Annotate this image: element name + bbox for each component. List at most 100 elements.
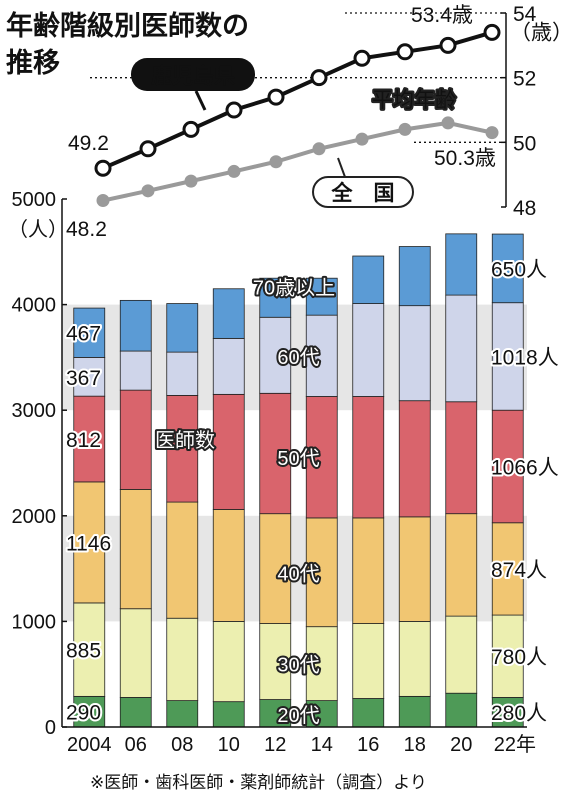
point-鹿児島県-08	[182, 120, 200, 138]
bar-40代-22年	[491, 522, 524, 616]
bar-70歳以上-14	[305, 277, 338, 316]
line-全 国	[102, 120, 493, 203]
point-鹿児島県-18	[396, 43, 414, 61]
right-tick-label-50: 50	[513, 132, 536, 155]
left-value-label-70歳以上: 467	[66, 323, 101, 346]
kagoshima-series-name: 鹿児島県	[151, 64, 235, 88]
bar-20代-10	[212, 701, 245, 728]
point-全 国-2004	[96, 194, 110, 208]
x-tick-label-2004: 2004	[67, 734, 112, 756]
kagoshima-start-label: 49.2	[68, 132, 109, 155]
x-tick-label-22年: 22年	[494, 733, 536, 756]
right-value-label-40代: 874人	[491, 559, 547, 582]
bar-20代-06	[119, 697, 152, 728]
bar-60代-16	[352, 303, 385, 397]
bar-40代-08	[166, 501, 199, 619]
bar-60代-14	[305, 314, 338, 397]
point-鹿児島県-2004	[94, 159, 112, 177]
bar-60代-06	[119, 350, 152, 391]
series-label-30代: 30代	[277, 654, 319, 677]
point-全 国-14	[312, 142, 326, 156]
left-value-label-20代: 290	[66, 702, 101, 725]
right-tick-label-48: 48	[513, 197, 536, 220]
bar-40代-18	[398, 516, 431, 622]
bar-70歳以上-18	[398, 246, 431, 307]
kagoshima-callout-pointer	[194, 90, 207, 111]
point-鹿児島県-14	[310, 69, 328, 87]
x-tick-label-12: 12	[264, 734, 286, 756]
right-unit-label: （歳）	[510, 22, 563, 45]
bar-50代-18	[398, 400, 431, 518]
bar-50代-16	[352, 396, 385, 519]
bar-60代-22年	[491, 302, 524, 411]
bar-40代-10	[212, 509, 245, 622]
series-label-50代: 50代	[277, 447, 319, 470]
x-tick-label-16: 16	[357, 734, 379, 756]
bar-40代-20	[445, 513, 478, 617]
bar-30代-20	[445, 615, 478, 694]
bar-30代-18	[398, 621, 431, 697]
point-鹿児島県-20	[439, 36, 457, 54]
point-全 国-08	[184, 174, 198, 188]
x-tick-label-14: 14	[311, 734, 333, 756]
series-label-20代: 20代	[277, 704, 319, 727]
kagoshima-callout-box	[131, 58, 255, 91]
bar-50代-12	[259, 392, 292, 515]
national-callout-box	[312, 176, 414, 208]
y-tick-label-1000: 1000	[12, 611, 57, 633]
right-value-label-30代: 780人	[491, 646, 547, 669]
point-全 国-06	[141, 184, 155, 198]
x-tick-label-10: 10	[218, 734, 240, 756]
y-tick-label-5000: 5000	[12, 189, 57, 211]
line-鹿児島県	[102, 30, 493, 171]
bar-30代-16	[352, 623, 385, 699]
x-tick-label-08: 08	[171, 734, 193, 756]
bar-70歳以上-08	[166, 303, 199, 353]
bar-50代-06	[119, 389, 152, 490]
bar-30代-14	[305, 626, 338, 701]
point-鹿児島県-22	[483, 23, 501, 41]
bar-20代-16	[352, 698, 385, 728]
bar-70歳以上-2004	[73, 307, 106, 358]
point-鹿児島県-16	[353, 49, 371, 67]
bar-20代-20	[445, 692, 478, 728]
series-label-60代: 60代	[277, 346, 319, 369]
y-tick-label-2000: 2000	[12, 506, 57, 528]
bar-60代-18	[398, 305, 431, 402]
kagoshima-callout: 鹿児島県	[131, 58, 255, 111]
bar-60代-10	[212, 337, 245, 395]
bars-layer	[73, 233, 524, 728]
right-value-label-70歳以上: 650人	[491, 258, 547, 281]
x-tick-label-20: 20	[450, 734, 472, 756]
bar-20代-12	[259, 699, 292, 728]
series-label-70歳以上: 70歳以上	[253, 277, 335, 300]
bar-20代-14	[305, 700, 338, 728]
bar-50代-08	[166, 395, 199, 503]
x-tick-label-18: 18	[404, 734, 426, 756]
left-value-label-40代: 1146	[66, 532, 111, 555]
bar-70歳以上-06	[119, 299, 152, 352]
bar-70歳以上-12	[259, 277, 292, 318]
national-series-name: 全 国	[331, 181, 395, 205]
point-鹿児島県-12	[267, 88, 285, 106]
bar-70歳以上-22年	[491, 233, 524, 304]
bar-70歳以上-20	[445, 233, 478, 296]
axis-layer: 0 1000 2000 3000 4000 5000 （人） 2004 06 08 10 12 14 16…	[8, 3, 563, 756]
bar-50代-20	[445, 401, 478, 515]
bar-40代-2004	[73, 481, 106, 604]
text-layer: 290 885 1146 812 367 467 280人 780人 874人 1066人 1018…	[64, 4, 561, 729]
bar-20代-22年	[491, 697, 524, 728]
point-全 国-22	[485, 126, 499, 140]
bar-30代-22年	[491, 614, 524, 698]
average-age-label: 平均年齢	[372, 89, 456, 112]
national-callout-pointer	[337, 157, 346, 178]
point-全 国-16	[355, 132, 369, 146]
bar-30代-12	[259, 623, 292, 700]
point-全 国-18	[398, 122, 412, 136]
national-end-label: 50.3歳	[434, 147, 496, 170]
series-label-40代: 40代	[277, 562, 319, 585]
bar-60代-12	[259, 316, 292, 394]
national-callout: 全 国	[312, 157, 414, 208]
bar-40代-16	[352, 517, 385, 624]
